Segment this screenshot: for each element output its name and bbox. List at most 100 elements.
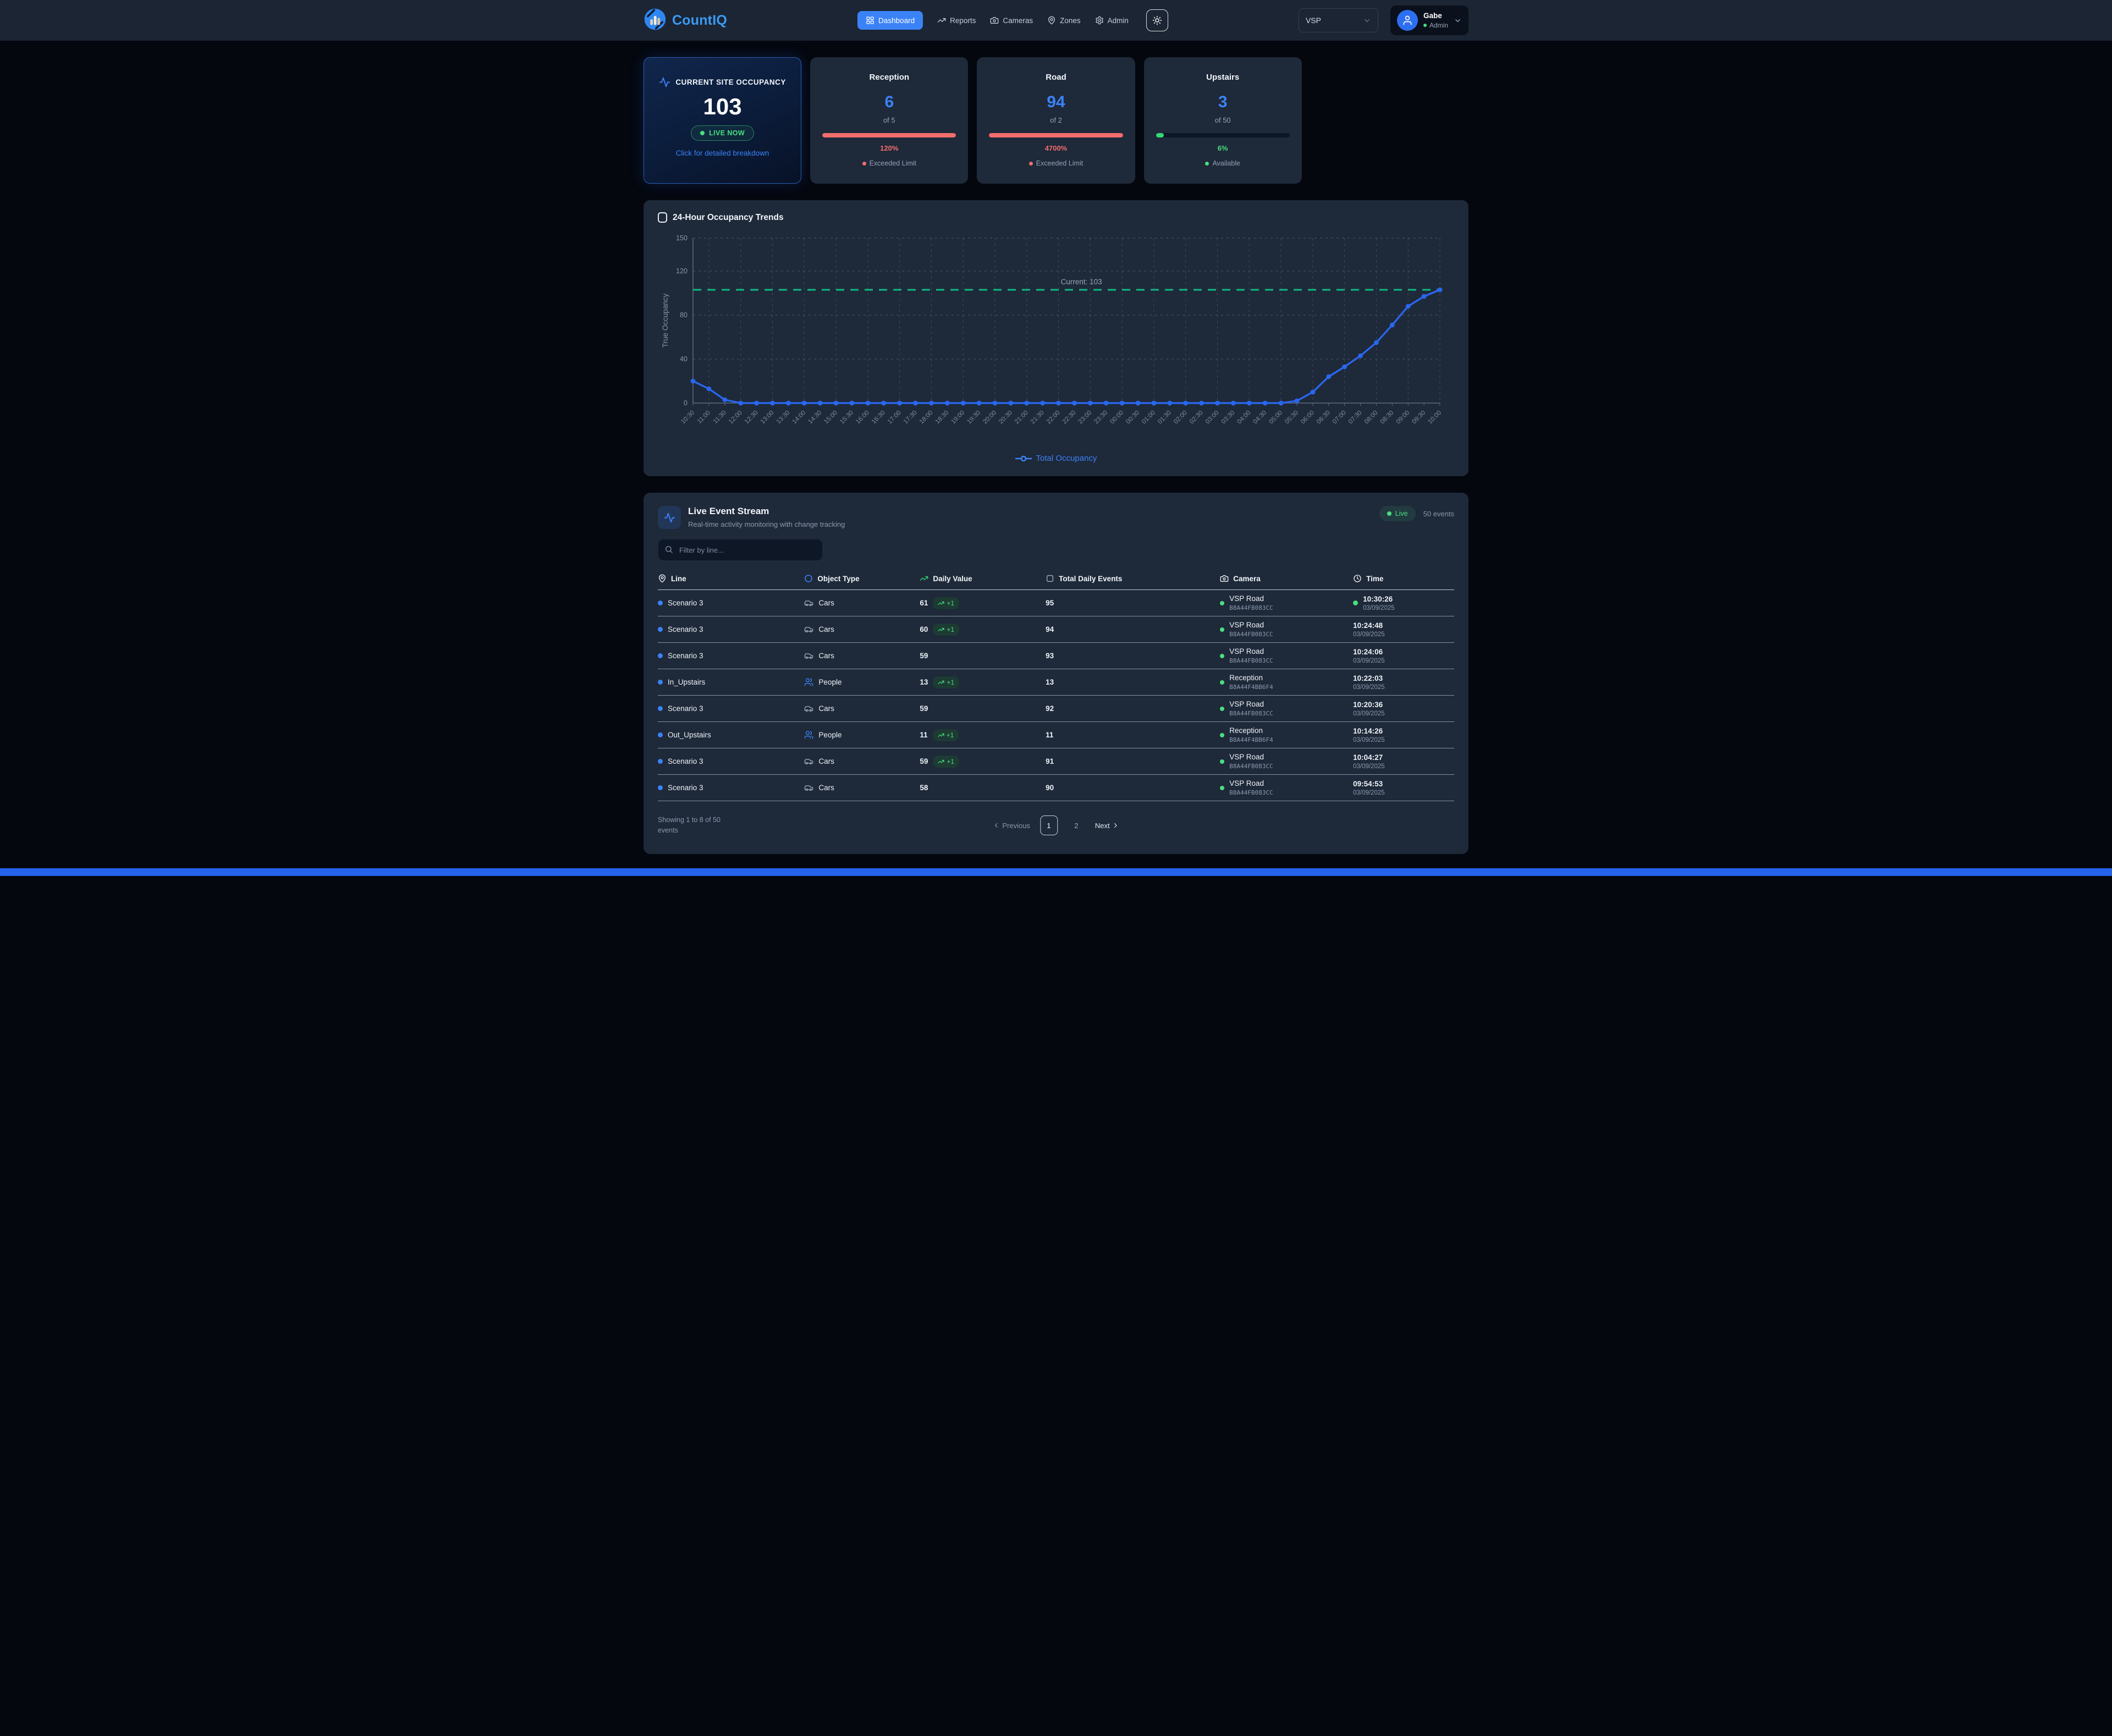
main-nav: Dashboard Reports Cameras Zones Admin	[857, 9, 1168, 31]
recent-event-dot	[1353, 600, 1358, 605]
line-name: In_Upstairs	[668, 678, 706, 686]
zone-name: Upstairs	[1206, 73, 1240, 82]
object-type: Cars	[818, 625, 834, 633]
zone-name: Reception	[869, 73, 910, 82]
svg-text:05:30: 05:30	[1284, 410, 1300, 426]
column-header-daily-value: Daily Value	[920, 574, 1046, 583]
daily-value: 59	[920, 757, 928, 765]
line-dot	[658, 706, 663, 711]
trending-up-icon	[938, 680, 945, 684]
svg-text:16:30: 16:30	[871, 410, 887, 426]
delta-badge: +1	[933, 623, 960, 636]
camera-status-dot	[1220, 600, 1225, 605]
square-icon	[1047, 575, 1054, 582]
trending-up-icon	[938, 627, 945, 631]
user-menu[interactable]: Gabe Admin	[1390, 5, 1469, 35]
checkbox-icon[interactable]	[658, 212, 667, 223]
table-row[interactable]: Scenario 3 Cars 59 +1 91 VSP Road B8A44F…	[658, 748, 1454, 775]
svg-text:07:00: 07:00	[1332, 410, 1348, 426]
pagination: Previous 1 2 Next	[992, 815, 1119, 835]
next-page-button[interactable]: Next	[1095, 822, 1120, 830]
gear-icon	[1095, 16, 1103, 25]
zone-status: Exceeded Limit	[989, 159, 1123, 167]
car-icon	[805, 706, 813, 712]
brand[interactable]: CountIQ	[644, 8, 727, 34]
column-header-time: Time	[1353, 574, 1454, 583]
table-row[interactable]: Scenario 3 Cars 58 90 VSP Road B8A44FB08…	[658, 775, 1454, 801]
nav-cameras[interactable]: Cameras	[990, 16, 1033, 25]
column-header-total-daily-events: Total Daily Events	[1046, 574, 1220, 583]
camera-status-dot	[1220, 759, 1225, 764]
svg-text:20:30: 20:30	[998, 410, 1014, 426]
page-button-2[interactable]: 2	[1074, 821, 1079, 830]
trending-up-icon	[938, 601, 945, 605]
svg-text:21:00: 21:00	[1014, 410, 1030, 426]
camera-name: VSP Road	[1229, 621, 1264, 629]
svg-text:04:30: 04:30	[1252, 410, 1268, 426]
zone-percent: 6%	[1217, 144, 1228, 152]
current-occupancy-card[interactable]: CURRENT SITE OCCUPANCY 103 LIVE NOW Clic…	[644, 57, 802, 184]
svg-text:00:30: 00:30	[1125, 410, 1141, 426]
event-date: 03/09/2025	[1353, 736, 1385, 743]
theme-toggle-button[interactable]	[1146, 9, 1168, 31]
svg-text:10:30: 10:30	[680, 410, 696, 426]
svg-text:01:30: 01:30	[1157, 410, 1173, 426]
camera-id: B8A44F4BB6F4	[1229, 684, 1273, 691]
delta-badge: +1	[932, 729, 959, 741]
trending-up-icon	[937, 18, 946, 23]
table-row[interactable]: Scenario 3 Cars 59 92 VSP Road B8A44FB08…	[658, 696, 1454, 722]
camera-icon	[1220, 575, 1229, 582]
nav-admin[interactable]: Admin	[1095, 16, 1129, 25]
table-row[interactable]: Scenario 3 Cars 60 +1 94 VSP Road B8A44F…	[658, 616, 1454, 643]
event-time: 10:22:03	[1353, 674, 1383, 682]
camera-id: B8A44FB083CC	[1229, 657, 1273, 664]
nav-label: Admin	[1107, 16, 1129, 25]
line-dot	[658, 680, 663, 685]
legend-marker-icon	[1015, 455, 1032, 461]
table-row[interactable]: Out_Upstairs People 11 +1 11 Reception B…	[658, 722, 1454, 748]
app-header: CountIQ Dashboard Reports Cameras Zones …	[0, 0, 2112, 41]
camera-id: B8A44FB083CC	[1229, 631, 1273, 638]
camera-status-dot	[1220, 785, 1225, 790]
activity-icon	[658, 506, 681, 529]
nav-dashboard[interactable]: Dashboard	[857, 11, 923, 30]
page-button-1[interactable]: 1	[1040, 815, 1058, 835]
table-row[interactable]: In_Upstairs People 13 +1 13 Reception B8…	[658, 669, 1454, 696]
chart-legend[interactable]: Total Occupancy	[658, 450, 1454, 467]
svg-text:03:30: 03:30	[1220, 410, 1236, 426]
svg-text:120: 120	[676, 267, 688, 275]
filter-input[interactable]	[658, 539, 823, 561]
svg-text:17:30: 17:30	[903, 410, 919, 426]
live-dot	[700, 131, 705, 135]
svg-text:19:30: 19:30	[966, 410, 982, 426]
brand-name: CountIQ	[672, 12, 727, 28]
camera-name: VSP Road	[1229, 647, 1264, 655]
user-name: Gabe	[1423, 12, 1442, 20]
occupancy-title: CURRENT SITE OCCUPANCY	[675, 78, 786, 86]
occupancy-trends-card: 24-Hour Occupancy Trends 0 40 80 120 150 10:3…	[644, 200, 1469, 476]
total-daily-events: 95	[1046, 599, 1054, 607]
delta-badge: +1	[933, 755, 960, 768]
event-table-header: Line Object Type Daily Value Total Daily…	[658, 574, 1454, 590]
table-row[interactable]: Scenario 3 Cars 59 93 VSP Road B8A44FB08…	[658, 643, 1454, 669]
occupancy-chart: 0 40 80 120 150 10:30 11:00 11:30 12:00 12:30 13:0…	[661, 234, 1443, 426]
line-name: Scenario 3	[668, 704, 703, 713]
line-dot	[658, 785, 663, 790]
svg-text:03:00: 03:00	[1204, 410, 1220, 426]
line-dot	[658, 759, 663, 764]
event-time: 09:54:53	[1353, 779, 1383, 788]
event-date: 03/09/2025	[1353, 631, 1385, 638]
event-date: 03/09/2025	[1353, 710, 1385, 717]
event-table-body: Scenario 3 Cars 61 +1 95 VSP Road B8A44F…	[658, 590, 1454, 801]
site-selector-dropdown[interactable]: VSP	[1298, 8, 1378, 32]
user-avatar	[1396, 10, 1418, 31]
event-date: 03/09/2025	[1353, 789, 1385, 796]
line-dot	[658, 627, 663, 632]
svg-text:80: 80	[680, 311, 688, 319]
table-row[interactable]: Scenario 3 Cars 61 +1 95 VSP Road B8A44F…	[658, 590, 1454, 616]
previous-page-button[interactable]: Previous	[992, 822, 1030, 830]
total-daily-events: 93	[1046, 652, 1054, 660]
event-time: 10:24:06	[1353, 647, 1383, 656]
nav-zones[interactable]: Zones	[1047, 16, 1081, 25]
nav-reports[interactable]: Reports	[937, 16, 976, 25]
